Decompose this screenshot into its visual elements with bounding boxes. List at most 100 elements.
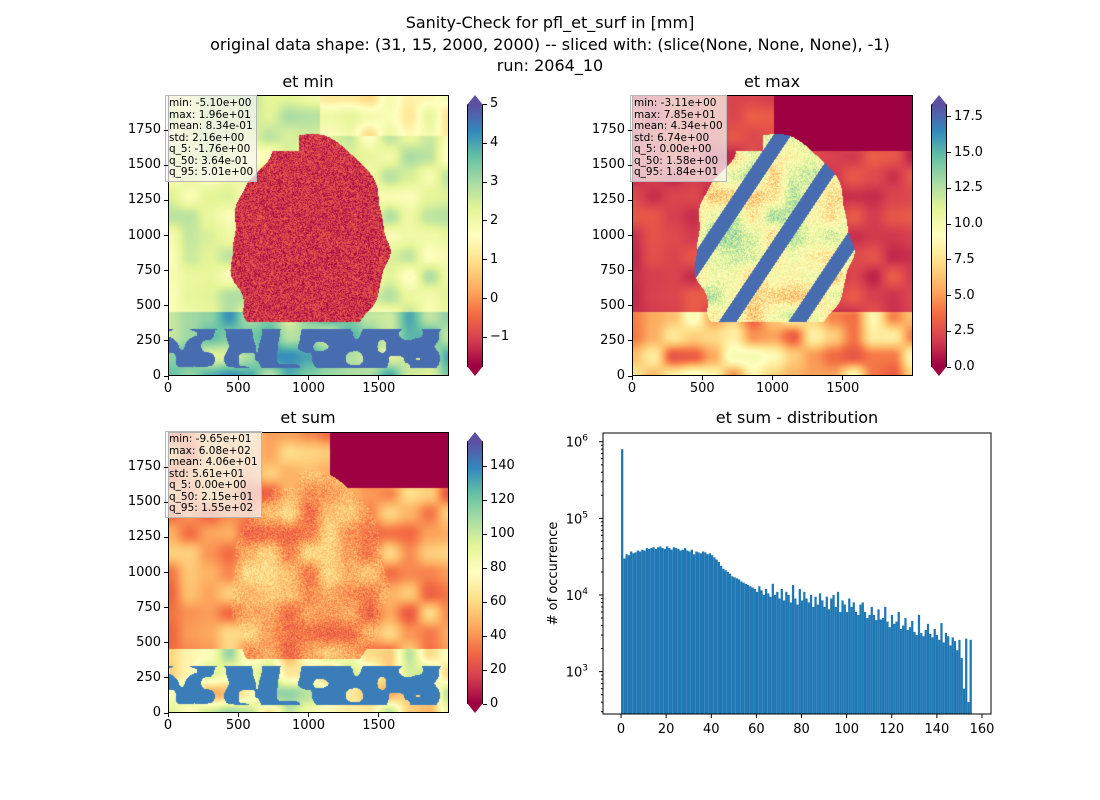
x-tick-mark — [167, 376, 169, 380]
histogram-bar — [654, 548, 658, 714]
histogram-bar — [924, 629, 927, 714]
panel-title-et-sum: et sum — [280, 408, 336, 427]
histogram-bar — [852, 602, 855, 714]
x-tick-label: 1000 — [291, 718, 326, 733]
y-tick-mark — [164, 466, 168, 468]
histogram-bar — [791, 585, 795, 714]
x-tick-mark — [378, 713, 380, 717]
histogram-bar — [706, 554, 709, 714]
histogram-bar — [719, 565, 723, 714]
histogram-bar — [787, 594, 790, 714]
y-tick-label: 105 — [566, 510, 588, 527]
y-tick-label: 1250 — [591, 192, 625, 208]
histogram-bar — [708, 553, 711, 714]
histogram-bar — [830, 598, 833, 714]
stats-box-et-sum: min: -9.65e+01 max: 6.08e+02 mean: 4.06e… — [165, 431, 262, 518]
y-tick-label: 1750 — [591, 122, 625, 138]
colorbar-extend-max — [931, 95, 947, 105]
histogram-bar — [940, 623, 943, 714]
histogram-bar — [697, 552, 700, 714]
colorbar-tick-mark — [947, 116, 951, 118]
histogram-bar — [632, 553, 635, 714]
histogram-bar — [764, 588, 768, 714]
y-tick-mark — [628, 270, 632, 272]
x-tick-label: 80 — [793, 722, 810, 737]
colorbar-tick-label: 7.5 — [954, 251, 975, 267]
colorbar-tick-label: 140 — [490, 458, 515, 474]
x-tick-label: 160 — [970, 722, 995, 737]
histogram-bar — [845, 612, 849, 714]
colorbar-tick-label: −1 — [490, 329, 510, 345]
histogram-bar — [639, 551, 642, 714]
histogram-bar — [877, 609, 880, 714]
histogram-bar — [861, 602, 864, 714]
histogram-bar — [773, 594, 777, 714]
histogram-bar — [686, 550, 689, 714]
x-tick-label: 100 — [834, 722, 859, 737]
histogram-bar — [879, 619, 882, 714]
colorbar-tick-mark — [483, 703, 487, 705]
histogram-bar — [789, 602, 792, 714]
histogram-bar — [798, 588, 801, 714]
colorbar-tick-mark — [483, 533, 487, 535]
x-tick-mark — [237, 376, 239, 380]
y-tick-mark — [164, 607, 168, 609]
histogram-bar — [917, 614, 921, 714]
y-tick-label: 1250 — [127, 192, 161, 208]
histogram-bar — [726, 571, 729, 714]
y-tick-mark — [164, 501, 168, 503]
colorbar-tick-label: 1 — [490, 251, 499, 267]
histogram-bar — [778, 598, 781, 714]
y-tick-label: 106 — [566, 434, 589, 451]
histogram-bar — [684, 548, 687, 714]
histogram-bar — [893, 623, 896, 714]
x-tick-label: 0 — [627, 381, 637, 396]
y-tick-mark — [164, 375, 168, 377]
histogram-bar — [920, 632, 923, 714]
histogram-bar — [825, 596, 828, 714]
histogram-bar — [677, 548, 680, 714]
histogram-bar — [863, 612, 867, 714]
histogram-bar — [701, 551, 705, 714]
histogram-bar — [645, 548, 649, 714]
colorbar-tick-mark — [947, 366, 951, 368]
x-tick-mark — [167, 713, 169, 717]
histogram-bar — [875, 620, 878, 714]
histogram-bar — [839, 612, 842, 714]
y-tick-mark — [164, 340, 168, 342]
x-tick-label: 60 — [748, 722, 765, 737]
colorbar-tick-label: 0.0 — [954, 359, 975, 374]
histogram-bar — [902, 625, 905, 714]
colorbar-tick-mark — [483, 635, 487, 637]
histogram-bar — [823, 606, 826, 714]
x-tick-label: 0 — [617, 722, 625, 737]
histogram-bar — [659, 546, 662, 714]
histogram-bar — [630, 551, 633, 714]
y-tick-label: 250 — [600, 332, 625, 348]
stats-box-et-min: min: -5.10e+00 max: 1.96e+01 mean: 8.34e… — [165, 95, 258, 182]
histogram-bar — [780, 588, 783, 714]
colorbar-tick-mark — [947, 223, 951, 225]
histogram-bar — [886, 621, 889, 714]
y-tick-label: 1500 — [127, 494, 161, 510]
y-tick-mark — [628, 235, 632, 236]
histogram-bar — [805, 598, 808, 714]
colorbar-tick-label: 40 — [490, 628, 507, 644]
colorbar-tick-mark — [483, 220, 487, 222]
histogram-bar — [650, 548, 653, 714]
colorbar-extend-min — [467, 703, 483, 713]
histogram-bar — [715, 559, 718, 714]
plot-frame — [602, 432, 992, 715]
x-tick-label: 500 — [225, 718, 251, 733]
histogram-bar — [713, 557, 716, 714]
x-tick-label: 500 — [225, 381, 251, 396]
histogram-bar — [857, 614, 860, 714]
histogram-bar — [746, 585, 750, 714]
histogram-bar — [634, 552, 637, 714]
colorbar-extend-min — [467, 366, 483, 376]
histogram-bar — [753, 588, 756, 714]
colorbar-extend-min — [931, 366, 947, 376]
histogram-bar — [776, 591, 779, 714]
y-tick-label: 0 — [152, 368, 161, 383]
histogram-bar — [803, 591, 806, 714]
